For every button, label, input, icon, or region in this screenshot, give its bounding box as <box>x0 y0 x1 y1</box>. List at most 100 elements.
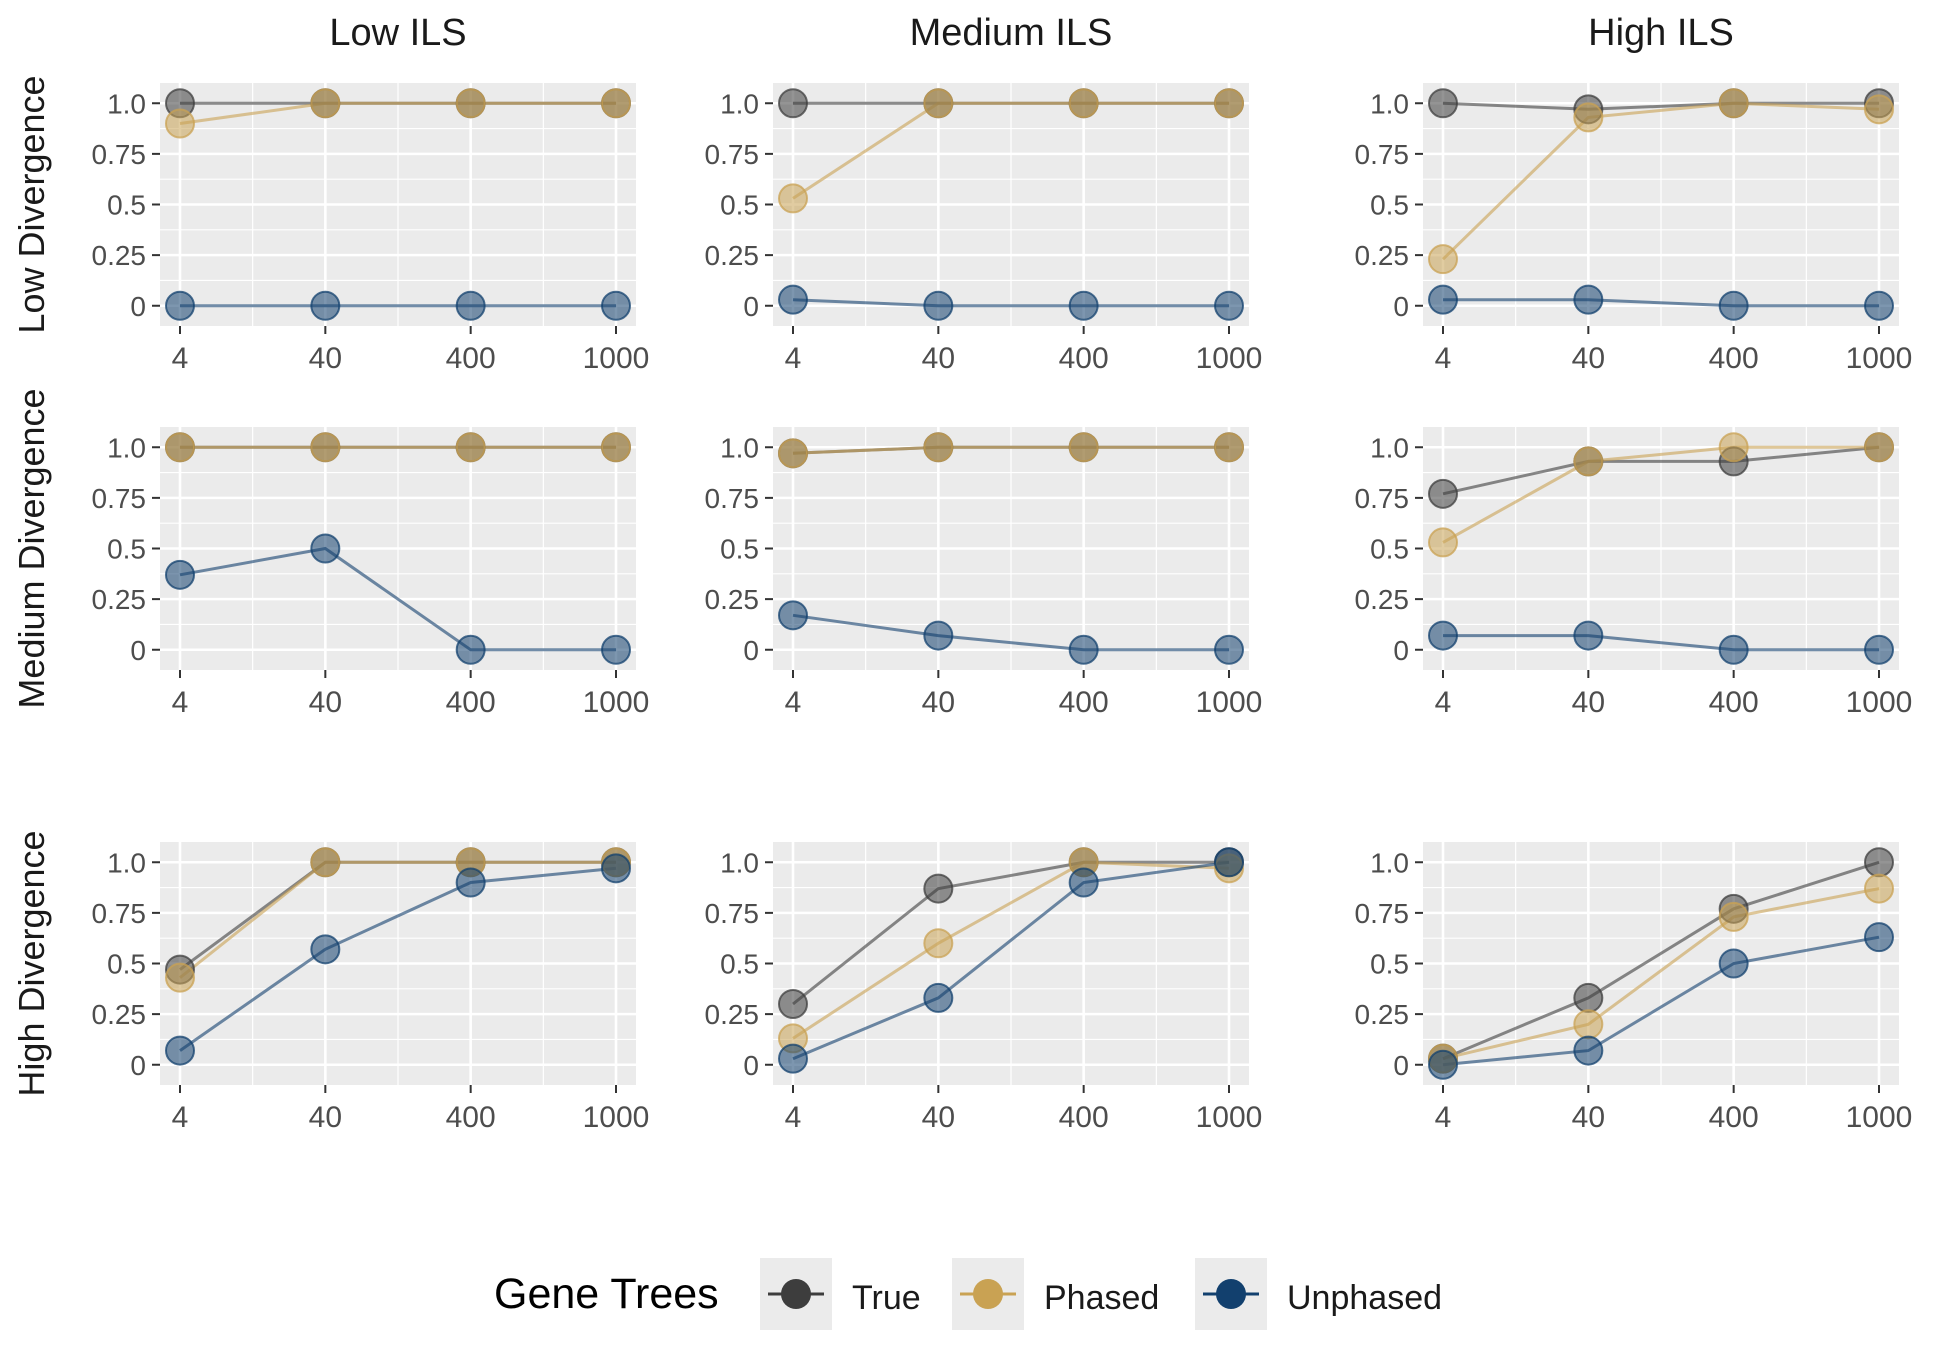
data-point-unphased <box>1718 290 1749 321</box>
data-point-phased <box>1573 102 1604 133</box>
data-point-phased <box>455 432 486 463</box>
data-point-phased <box>1573 446 1604 477</box>
data-point-phased <box>923 88 954 119</box>
data-point-phased <box>778 183 808 214</box>
data-point-phased <box>601 88 631 119</box>
y-tick-label: 0.25 <box>1355 240 1410 271</box>
data-point-phased <box>310 847 341 878</box>
panel-medium-divergence-medium-ils: 0 0.25 0.5 0.75 1.0 4 40 400 1000 <box>705 427 1263 719</box>
data-point-phased <box>1718 432 1749 463</box>
legend-key-unphased-icon <box>1195 1258 1267 1330</box>
data-point-phased <box>1214 432 1244 463</box>
data-point-phased <box>1428 244 1458 275</box>
x-tick-label: 400 <box>1059 342 1109 375</box>
series-line-phased <box>179 860 616 979</box>
x-tick-label: 40 <box>309 686 342 719</box>
x-tick-label: 1000 <box>583 686 650 719</box>
x-tick-label: 1000 <box>583 342 650 375</box>
y-tick-label: 1.0 <box>107 432 146 463</box>
x-tick-label: 40 <box>1572 342 1605 375</box>
data-point-phased <box>923 928 954 959</box>
x-tick-label: 4 <box>785 1101 802 1134</box>
legend-key-true-icon <box>760 1258 832 1330</box>
x-tick-label: 1000 <box>1846 342 1913 375</box>
y-tick-label: 0.75 <box>92 898 147 929</box>
facet-row-title-low-divergence: Low Divergence <box>11 75 52 333</box>
y-tick-label: 0 <box>1393 1050 1409 1081</box>
legend-label-phased: Phased <box>1044 1279 1160 1317</box>
data-point-phased <box>165 432 195 463</box>
x-tick-label: 400 <box>1709 1101 1759 1134</box>
y-tick-label: 0.75 <box>1355 483 1410 514</box>
y-tick-label: 1.0 <box>720 88 759 119</box>
x-tick-label: 40 <box>1572 686 1605 719</box>
data-point-phased <box>1864 94 1894 125</box>
data-point-unphased <box>1214 847 1244 878</box>
x-tick-label: 1000 <box>1196 686 1263 719</box>
data-point-unphased <box>1573 620 1604 651</box>
x-tick-label: 40 <box>922 1101 955 1134</box>
y-tick-label: 1.0 <box>107 88 146 119</box>
x-tick-label: 1000 <box>583 1101 650 1134</box>
y-tick-label: 0.5 <box>107 190 146 221</box>
data-point-unphased <box>923 620 954 651</box>
series-line-phased <box>179 101 616 125</box>
legend: Gene Trees True Phased Unphased <box>0 1250 1950 1340</box>
data-point-phased <box>1428 527 1458 558</box>
legend-label-unphased: Unphased <box>1287 1279 1443 1317</box>
data-point-unphased <box>165 290 195 321</box>
data-point-unphased <box>778 600 808 631</box>
data-point-unphased <box>455 867 486 898</box>
data-point-unphased <box>923 290 954 321</box>
y-tick-label: 0.75 <box>1355 139 1410 170</box>
x-tick-label: 40 <box>1572 1101 1605 1134</box>
y-tick-label: 0 <box>130 291 146 322</box>
data-point-phased <box>455 88 486 119</box>
x-tick-label: 4 <box>1435 686 1452 719</box>
y-tick-label: 0.25 <box>705 584 760 615</box>
data-point-phased <box>310 432 341 463</box>
y-tick-label: 0.5 <box>107 949 146 980</box>
x-tick-label: 400 <box>446 686 496 719</box>
x-tick-label: 1000 <box>1196 1101 1263 1134</box>
series-line-unphased <box>1442 935 1880 1067</box>
data-point-phased <box>1718 901 1749 932</box>
series-line-unphased <box>792 613 1229 652</box>
data-point-unphased <box>1573 1035 1604 1066</box>
data-point-unphased <box>923 982 954 1013</box>
facet-title-medium-ils: Medium ILS <box>910 12 1113 54</box>
x-tick-label: 1000 <box>1846 686 1913 719</box>
x-tick-label: 400 <box>1709 342 1759 375</box>
data-point-unphased <box>1428 620 1458 651</box>
legend-title: Gene Trees <box>494 1270 719 1318</box>
data-point-unphased <box>1718 634 1749 665</box>
series-line-phased <box>1442 887 1880 1061</box>
y-tick-label: 0.25 <box>705 240 760 271</box>
y-tick-label: 0 <box>743 635 759 666</box>
y-tick-label: 0.5 <box>107 534 146 565</box>
y-tick-label: 0.25 <box>92 584 147 615</box>
data-point-unphased <box>1068 867 1099 898</box>
data-point-unphased <box>1068 290 1099 321</box>
facet-title-low-ils: Low ILS <box>329 12 466 54</box>
data-point-true <box>778 88 808 119</box>
y-tick-label: 0.25 <box>92 999 147 1030</box>
legend-key-phased-icon <box>952 1258 1024 1330</box>
y-tick-label: 0 <box>130 1050 146 1081</box>
y-tick-label: 0.75 <box>705 898 760 929</box>
data-point-unphased <box>601 853 631 884</box>
y-tick-label: 0.25 <box>92 240 147 271</box>
data-point-phased <box>1718 88 1749 119</box>
series-line-true <box>792 860 1229 1006</box>
data-point-true <box>923 873 954 904</box>
x-tick-label: 4 <box>172 342 189 375</box>
series-line-phased <box>792 860 1230 1040</box>
y-tick-label: 0.5 <box>720 190 759 221</box>
data-point-true <box>778 989 808 1019</box>
data-point-unphased <box>778 284 808 315</box>
data-point-true <box>1573 982 1604 1013</box>
y-tick-label: 0.25 <box>1355 999 1410 1030</box>
data-point-unphased <box>455 634 486 665</box>
y-tick-label: 1.0 <box>1370 432 1409 463</box>
